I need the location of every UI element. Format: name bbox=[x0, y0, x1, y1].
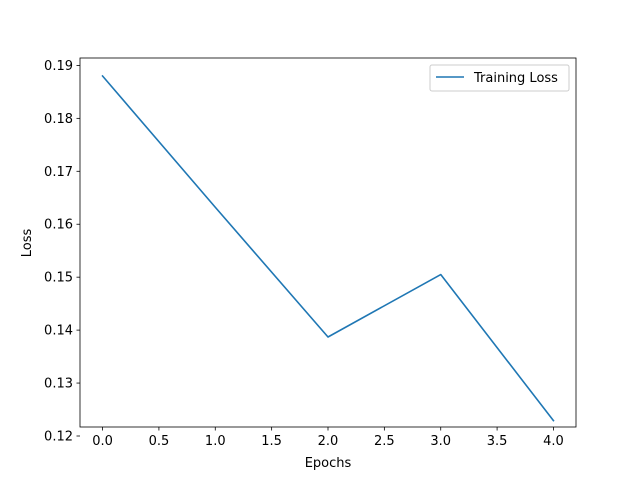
x-tick-label: 1.0 bbox=[205, 434, 226, 449]
x-tick-label: 0.5 bbox=[149, 434, 170, 449]
x-tick-label: 1.5 bbox=[261, 434, 282, 449]
series-line-training-loss bbox=[101, 74, 555, 422]
legend-label-training-loss: Training Loss bbox=[473, 71, 558, 86]
series-layer bbox=[101, 74, 555, 422]
y-tick-label: 0.13 bbox=[44, 377, 73, 392]
legend-box bbox=[429, 64, 570, 92]
plot-frame bbox=[79, 57, 577, 428]
x-tick-label: 2.0 bbox=[318, 434, 339, 449]
legend: Training Loss bbox=[429, 64, 570, 92]
x-tick-label: 3.5 bbox=[487, 434, 508, 449]
y-tick-label: 0.12 bbox=[44, 430, 73, 445]
y-tick-label: 0.17 bbox=[44, 165, 73, 180]
y-tick-label: 0.16 bbox=[44, 218, 73, 233]
x-tick-label: 3.0 bbox=[430, 434, 451, 449]
x-axis-ticks: 0.0 0.5 1.0 1.5 2.0 2.5 3.0 3.5 4.0 bbox=[92, 427, 564, 449]
y-axis-label: Loss bbox=[20, 229, 35, 258]
y-tick-label: 0.15 bbox=[44, 271, 73, 286]
x-tick-label: 4.0 bbox=[543, 434, 564, 449]
y-tick-label: 0.19 bbox=[44, 59, 73, 74]
y-tick-label: 0.14 bbox=[44, 324, 73, 339]
y-tick-label: 0.18 bbox=[44, 112, 73, 127]
x-tick-label: 2.5 bbox=[374, 434, 395, 449]
plot-area bbox=[80, 58, 576, 427]
y-axis-ticks: 0.12 0.13 0.14 0.15 0.16 0.17 0.18 0.19 bbox=[44, 59, 80, 445]
x-axis-label: Epochs bbox=[305, 456, 352, 471]
x-tick-label: 0.0 bbox=[92, 434, 113, 449]
